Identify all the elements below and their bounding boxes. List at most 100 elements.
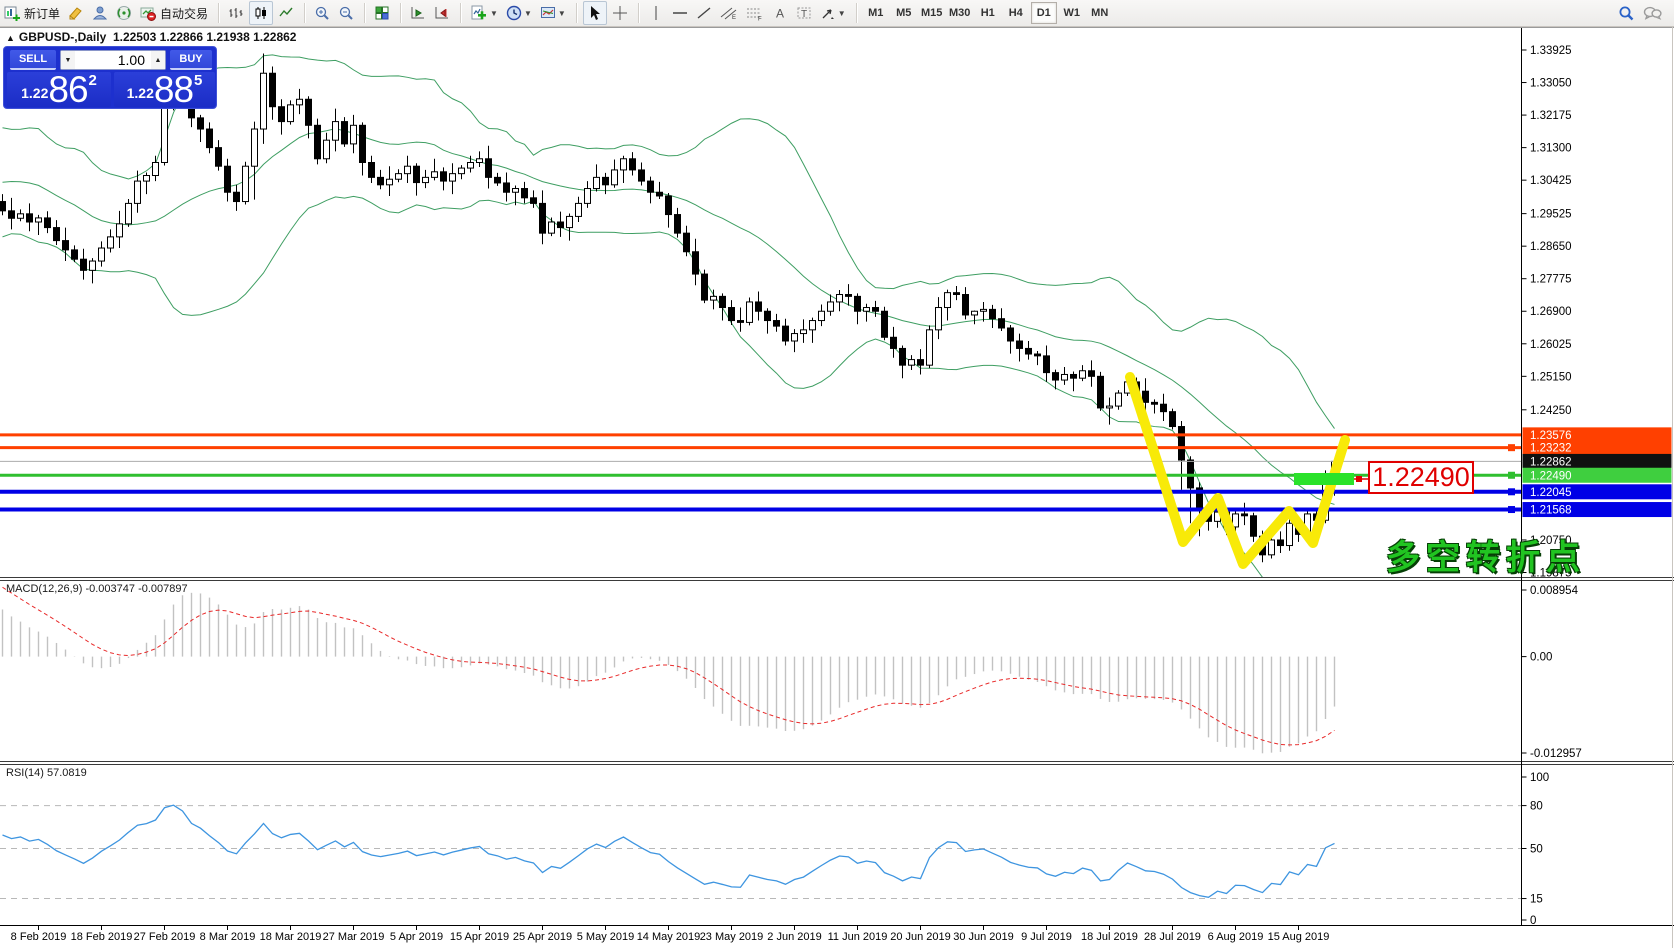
periods-button[interactable]: ▼ [503, 2, 535, 24]
candle [494, 176, 501, 184]
macd-panel[interactable] [1, 586, 1336, 754]
timeframe-button-m1[interactable]: M1 [868, 7, 884, 19]
svg-text:80: 80 [1530, 801, 1543, 813]
timeframe-button-mn[interactable]: MN [1091, 7, 1109, 19]
market-watch-button[interactable] [113, 2, 135, 24]
svg-text:14 May 2019: 14 May 2019 [637, 931, 701, 943]
timeframe-button-h1[interactable]: H1 [980, 7, 995, 19]
volume-increase-button[interactable]: ▲ [151, 51, 165, 69]
zoom-out-button[interactable] [335, 2, 357, 24]
channel-icon: E [720, 5, 738, 21]
cursor-tool-button[interactable] [582, 1, 607, 25]
trendline-tool-button[interactable] [693, 2, 715, 24]
indicators-button[interactable]: ▼ [467, 2, 501, 24]
candle [719, 295, 726, 309]
candlestick-icon [253, 5, 269, 21]
candle [314, 124, 321, 160]
crosshair-icon [612, 5, 628, 21]
svg-text:15: 15 [1530, 894, 1543, 906]
highlight-rect-annotation[interactable] [1294, 473, 1354, 485]
tile-windows-button[interactable] [371, 2, 393, 24]
fibonacci-tool-button[interactable]: F [743, 2, 767, 24]
buy-button[interactable]: BUY [170, 50, 212, 70]
volume-decrease-button[interactable]: ▼ [61, 51, 75, 69]
toolbar-separator [400, 3, 403, 23]
candle [1268, 539, 1275, 556]
candlestick-button[interactable] [249, 1, 274, 25]
chart-shift-button[interactable] [431, 2, 453, 24]
new-order-button[interactable]: 新订单 [1, 2, 63, 24]
buy-price-display[interactable]: 1.22 88 5 [114, 71, 215, 108]
price-line-label-1.22045: 1.22045 [1522, 484, 1672, 500]
svg-text:1.32175: 1.32175 [1530, 110, 1572, 122]
timeframe-button-m5[interactable]: M5 [896, 7, 912, 19]
zigzag-annotation[interactable] [1125, 372, 1350, 569]
candle [1241, 513, 1248, 517]
auto-scroll-button[interactable] [407, 2, 429, 24]
candle [224, 165, 231, 193]
text-label-tool-button[interactable]: T [793, 2, 815, 24]
toolbar-separator [637, 3, 640, 23]
rsi-indicator-label: RSI(14) 57.0819 [6, 767, 87, 779]
search-icon [1618, 5, 1635, 22]
chat-button[interactable] [1640, 2, 1665, 24]
candle [953, 292, 960, 296]
templates-button[interactable]: ▼ [537, 2, 569, 24]
candle [1061, 373, 1068, 381]
candle [755, 301, 762, 312]
sell-price-display[interactable]: 1.22 86 2 [7, 71, 111, 108]
svg-text:E: E [732, 15, 736, 21]
zoom-in-button[interactable] [311, 2, 333, 24]
volume-input[interactable]: 1.00 [117, 52, 145, 68]
rsi-panel[interactable] [0, 804, 1521, 900]
svg-text:-0.012957: -0.012957 [1530, 748, 1582, 760]
collapse-triangle-icon[interactable]: ▲ [6, 33, 15, 43]
candle [512, 188, 519, 193]
timeframe-button-h4[interactable]: H4 [1008, 7, 1023, 19]
timeframe-button-m15[interactable]: M15 [921, 7, 943, 19]
search-button[interactable] [1615, 2, 1638, 24]
arrows-tool-button[interactable]: ▼ [817, 2, 849, 24]
svg-text:0.008954: 0.008954 [1530, 585, 1579, 597]
candle [341, 121, 348, 145]
timeframe-button-w1[interactable]: W1 [1063, 7, 1080, 19]
timeframe-button-m30[interactable]: M30 [949, 7, 971, 19]
price-line-1.21568[interactable] [0, 506, 1521, 514]
candle [503, 182, 510, 193]
svg-text:T: T [801, 9, 807, 20]
candle [692, 251, 699, 275]
crosshair-tool-button[interactable] [609, 2, 631, 24]
new-chart-button[interactable] [65, 2, 87, 24]
vertical-line-tool-button[interactable] [645, 2, 667, 24]
price-line-1.22045[interactable] [0, 488, 1521, 496]
cn-annotation-text[interactable]: 多空转折点 [1386, 539, 1586, 577]
chevron-down-icon: ▼ [837, 8, 846, 18]
fibonacci-icon: F [746, 5, 764, 21]
candle [737, 320, 744, 323]
callout-anchor [1356, 476, 1362, 482]
candle [386, 178, 393, 186]
price-line-1.22490[interactable] [0, 471, 1521, 479]
line-chart-button[interactable] [275, 2, 297, 24]
toolbar-separator [304, 3, 307, 23]
text-tool-button[interactable]: A [769, 2, 791, 24]
candle [152, 161, 159, 177]
candle [1007, 327, 1014, 342]
sell-button[interactable]: SELL [10, 50, 56, 70]
candle [89, 260, 96, 271]
price-callout-label[interactable]: 1.22490 [1368, 461, 1474, 494]
price-line-1.23232[interactable] [0, 444, 1521, 452]
horizontal-line-tool-button[interactable] [669, 2, 691, 24]
timeframe-button-d1[interactable]: D1 [1030, 2, 1057, 24]
profile-icon [92, 5, 108, 21]
channel-tool-button[interactable]: E [717, 2, 741, 24]
profile-button[interactable] [89, 2, 111, 24]
candle [1178, 426, 1185, 461]
svg-text:1.22490: 1.22490 [1530, 470, 1572, 482]
date-axis: 8 Feb 2019 18 Feb 2019 27 Feb 2019 8 Mar 20… [11, 925, 1329, 943]
candle [395, 173, 402, 180]
svg-text:1.29525: 1.29525 [1530, 209, 1572, 221]
autotrading-button[interactable]: 自动交易 [137, 2, 211, 24]
candle [872, 307, 879, 312]
bar-chart-button[interactable] [225, 2, 247, 24]
